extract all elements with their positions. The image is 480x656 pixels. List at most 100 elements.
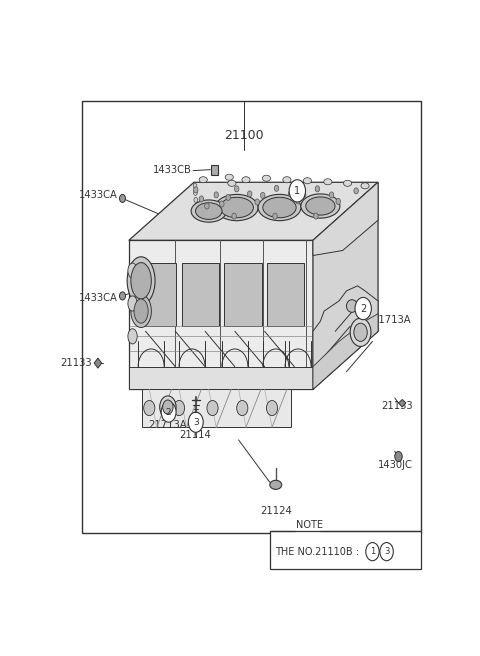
Text: 1433CA: 1433CA xyxy=(79,293,118,304)
Circle shape xyxy=(199,196,204,202)
Circle shape xyxy=(193,187,198,193)
Polygon shape xyxy=(313,182,378,255)
Text: 21713A: 21713A xyxy=(372,315,411,325)
Ellipse shape xyxy=(347,300,358,312)
Ellipse shape xyxy=(194,197,198,203)
Polygon shape xyxy=(398,400,406,407)
Text: 21124: 21124 xyxy=(260,506,292,516)
Polygon shape xyxy=(313,286,378,390)
Circle shape xyxy=(350,318,371,346)
Ellipse shape xyxy=(263,197,296,218)
Ellipse shape xyxy=(263,175,271,181)
Circle shape xyxy=(261,192,265,198)
Ellipse shape xyxy=(134,299,148,323)
Polygon shape xyxy=(139,263,177,326)
Text: 3: 3 xyxy=(193,418,199,426)
Circle shape xyxy=(315,186,320,192)
Circle shape xyxy=(232,213,236,219)
Ellipse shape xyxy=(195,203,222,219)
Ellipse shape xyxy=(128,296,137,311)
Circle shape xyxy=(366,543,379,561)
Ellipse shape xyxy=(128,329,137,344)
Polygon shape xyxy=(313,182,378,390)
Bar xyxy=(270,531,421,569)
Bar xyxy=(83,102,421,533)
Circle shape xyxy=(301,192,306,198)
Circle shape xyxy=(274,185,279,192)
Circle shape xyxy=(288,191,293,197)
Ellipse shape xyxy=(131,295,151,327)
Bar xyxy=(211,165,218,174)
Text: 1430JC: 1430JC xyxy=(378,460,413,470)
Ellipse shape xyxy=(193,183,197,188)
Text: 21713A: 21713A xyxy=(148,420,186,430)
Circle shape xyxy=(237,400,248,416)
Ellipse shape xyxy=(220,197,253,218)
Ellipse shape xyxy=(199,176,207,183)
Circle shape xyxy=(173,400,185,416)
Circle shape xyxy=(355,297,372,319)
Circle shape xyxy=(204,203,209,209)
Text: NOTE: NOTE xyxy=(296,520,323,530)
Circle shape xyxy=(234,186,239,192)
Text: 1433CB: 1433CB xyxy=(153,165,192,174)
Ellipse shape xyxy=(131,262,151,299)
Ellipse shape xyxy=(127,256,155,305)
Ellipse shape xyxy=(270,480,282,489)
Text: 2: 2 xyxy=(360,304,366,314)
Ellipse shape xyxy=(242,176,250,183)
Polygon shape xyxy=(129,182,378,240)
Circle shape xyxy=(273,213,277,219)
Circle shape xyxy=(163,400,173,414)
Text: 1433CA: 1433CA xyxy=(79,190,118,200)
Polygon shape xyxy=(129,240,313,390)
Circle shape xyxy=(144,400,155,416)
Circle shape xyxy=(266,400,277,416)
Ellipse shape xyxy=(361,183,369,189)
Text: 1: 1 xyxy=(294,186,300,196)
Circle shape xyxy=(188,412,203,432)
Polygon shape xyxy=(142,390,290,427)
Circle shape xyxy=(255,199,259,205)
Ellipse shape xyxy=(225,174,233,180)
Text: ~: ~ xyxy=(375,546,383,557)
Polygon shape xyxy=(129,367,313,390)
Circle shape xyxy=(354,323,367,341)
Text: 21133: 21133 xyxy=(60,358,92,368)
Text: 21100: 21100 xyxy=(224,129,264,142)
Ellipse shape xyxy=(193,190,197,195)
Circle shape xyxy=(226,194,230,201)
Circle shape xyxy=(161,402,176,422)
Circle shape xyxy=(296,198,300,204)
Text: THE NO.21110B :: THE NO.21110B : xyxy=(275,546,362,557)
Ellipse shape xyxy=(303,178,312,184)
Circle shape xyxy=(289,180,306,202)
Polygon shape xyxy=(267,263,304,326)
Ellipse shape xyxy=(128,263,137,278)
Circle shape xyxy=(207,400,218,416)
Circle shape xyxy=(120,292,125,300)
Ellipse shape xyxy=(306,197,335,215)
Ellipse shape xyxy=(197,214,201,218)
Circle shape xyxy=(380,543,393,561)
Ellipse shape xyxy=(324,178,332,185)
Text: 2: 2 xyxy=(166,407,171,417)
Ellipse shape xyxy=(191,200,227,222)
Circle shape xyxy=(248,191,252,197)
Ellipse shape xyxy=(228,180,236,186)
Text: 1: 1 xyxy=(370,547,375,556)
Circle shape xyxy=(395,451,402,462)
Circle shape xyxy=(314,213,318,219)
Text: 3: 3 xyxy=(384,547,389,556)
Polygon shape xyxy=(313,314,378,390)
Ellipse shape xyxy=(196,205,200,210)
Polygon shape xyxy=(181,263,219,326)
Text: 21133: 21133 xyxy=(381,401,413,411)
Ellipse shape xyxy=(301,194,340,218)
Polygon shape xyxy=(225,263,262,326)
Circle shape xyxy=(214,192,218,198)
Ellipse shape xyxy=(258,194,301,220)
Text: 21114: 21114 xyxy=(179,430,211,440)
Polygon shape xyxy=(94,358,102,368)
Circle shape xyxy=(329,192,334,198)
